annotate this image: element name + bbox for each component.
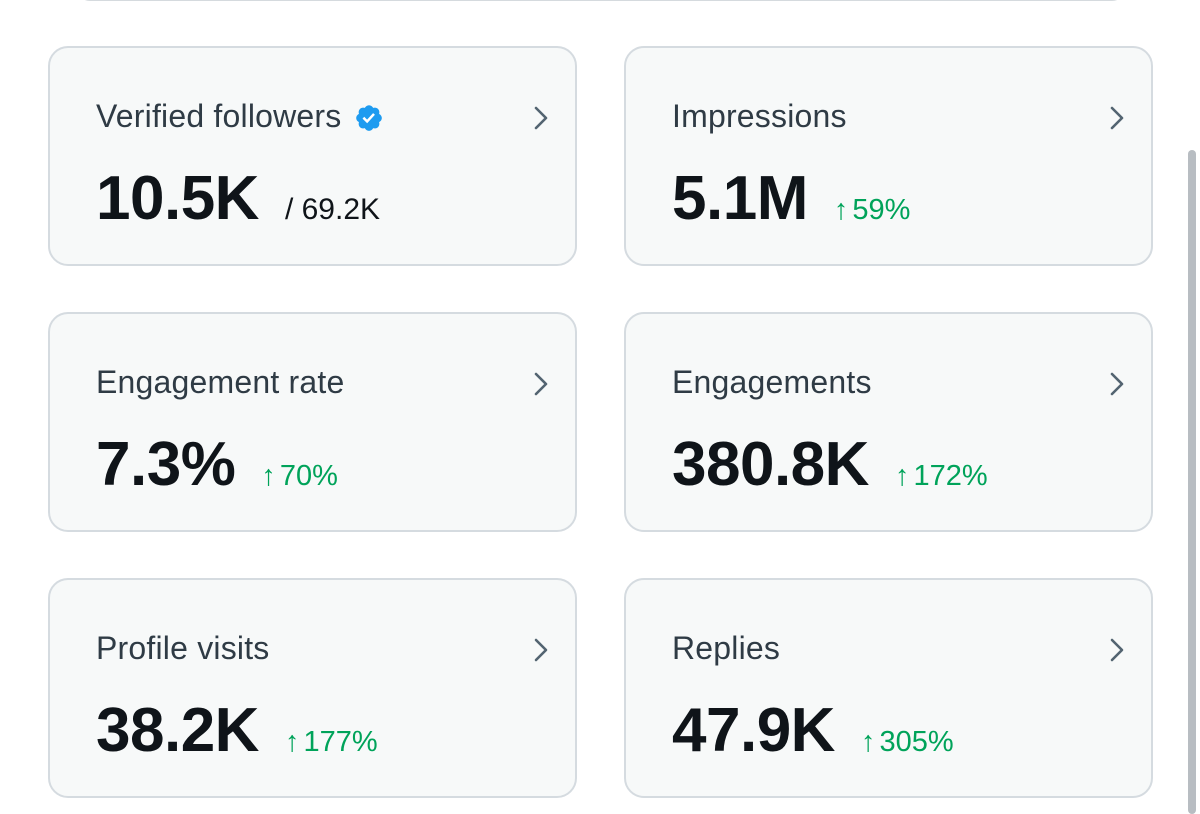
metric-total: / 69.2K [284,193,381,226]
metric-label: Impressions [672,98,847,134]
chevron-right-icon[interactable] [529,368,553,400]
metric-change: ↑ 177% [285,726,378,759]
chevron-right-icon[interactable] [529,634,553,666]
metric-value: 38.2K [96,696,259,765]
card-header: Verified followers [96,98,384,135]
arrow-up-icon: ↑ [261,460,276,492]
metric-change-value: 177% [303,726,378,758]
metric-change-value: 70% [279,460,338,492]
chevron-right-icon[interactable] [1105,368,1129,400]
metric-label: Replies [672,630,781,666]
metric-card-verified-followers[interactable]: Verified followers 10.5K / 69.2K [48,46,577,266]
metric-value: 5.1M [672,164,808,233]
vertical-scrollbar[interactable] [1188,150,1196,814]
previous-card-edge [76,0,1126,1]
card-header: Engagements [672,364,872,401]
arrow-up-icon: ↑ [894,460,910,492]
metric-change-value: 172% [913,460,988,492]
arrow-up-icon: ↑ [860,726,876,758]
metric-label: Profile visits [96,630,270,666]
metric-value-row: 10.5K / 69.2K [96,168,380,230]
arrow-up-icon: ↑ [284,726,300,758]
metric-value: 380.8K [672,430,869,499]
metric-value: 47.9K [672,696,835,765]
metric-change-value: 305% [879,726,954,758]
metric-change: ↑ 305% [861,726,954,759]
metric-change: ↑ 59% [834,194,911,227]
chevron-right-icon[interactable] [1105,102,1129,134]
chevron-right-icon[interactable] [1105,634,1129,666]
metric-label: Engagements [672,364,872,400]
metric-value-row: 47.9K ↑ 305% [672,700,954,762]
metric-change: ↑ 70% [261,460,338,493]
metric-card-engagements[interactable]: Engagements 380.8K ↑ 172% [624,312,1153,532]
metric-change: ↑ 172% [895,460,988,493]
verified-badge-icon [354,103,384,133]
card-header: Profile visits [96,630,270,667]
metric-card-impressions[interactable]: Impressions 5.1M ↑ 59% [624,46,1153,266]
metric-card-replies[interactable]: Replies 47.9K ↑ 305% [624,578,1153,798]
metric-value: 10.5K [96,164,259,233]
card-header: Engagement rate [96,364,345,401]
metric-value: 7.3% [96,430,236,499]
metric-card-profile-visits[interactable]: Profile visits 38.2K ↑ 177% [48,578,577,798]
metric-value-row: 5.1M ↑ 59% [672,168,910,230]
metric-change-value: 59% [852,194,911,226]
metric-value-row: 380.8K ↑ 172% [672,434,988,496]
metrics-grid: Verified followers 10.5K / 69.2K [48,46,1153,798]
chevron-right-icon[interactable] [529,102,553,134]
arrow-up-icon: ↑ [833,194,849,226]
metric-value-row: 38.2K ↑ 177% [96,700,378,762]
card-header: Replies [672,630,780,667]
metric-label: Engagement rate [96,364,345,400]
metric-card-engagement-rate[interactable]: Engagement rate 7.3% ↑ 70% [48,312,577,532]
card-header: Impressions [672,98,847,135]
metric-value-row: 7.3% ↑ 70% [96,434,338,496]
metric-label: Verified followers [96,98,342,134]
